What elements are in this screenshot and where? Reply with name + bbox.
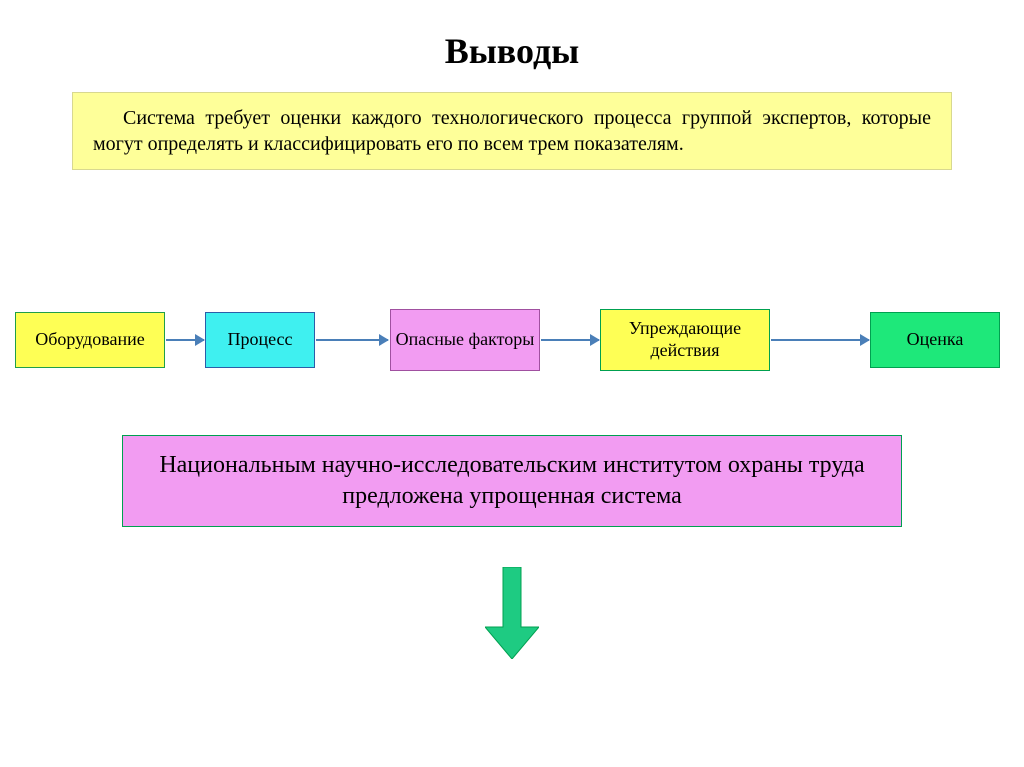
flow-arrow-2 xyxy=(316,339,388,341)
flowchart: Оборудование Процесс Опасные факторы Упр… xyxy=(0,300,1024,380)
flow-arrow-1 xyxy=(166,339,204,341)
down-arrow-wrap xyxy=(0,567,1024,659)
down-arrow-icon xyxy=(485,567,539,659)
page-title: Выводы xyxy=(0,0,1024,92)
flow-node-factors: Опасные факторы xyxy=(390,309,540,371)
flow-node-actions: Упреждающие действия xyxy=(600,309,770,371)
flow-arrow-4 xyxy=(771,339,869,341)
flow-node-process: Процесс xyxy=(205,312,315,368)
flow-node-eval: Оценка xyxy=(870,312,1000,368)
conclusion-box: Национальным научно-исследовательским ин… xyxy=(122,435,902,527)
flow-arrow-3 xyxy=(541,339,599,341)
description-box: Система требует оценки каждого технологи… xyxy=(72,92,952,170)
flow-node-equipment: Оборудование xyxy=(15,312,165,368)
